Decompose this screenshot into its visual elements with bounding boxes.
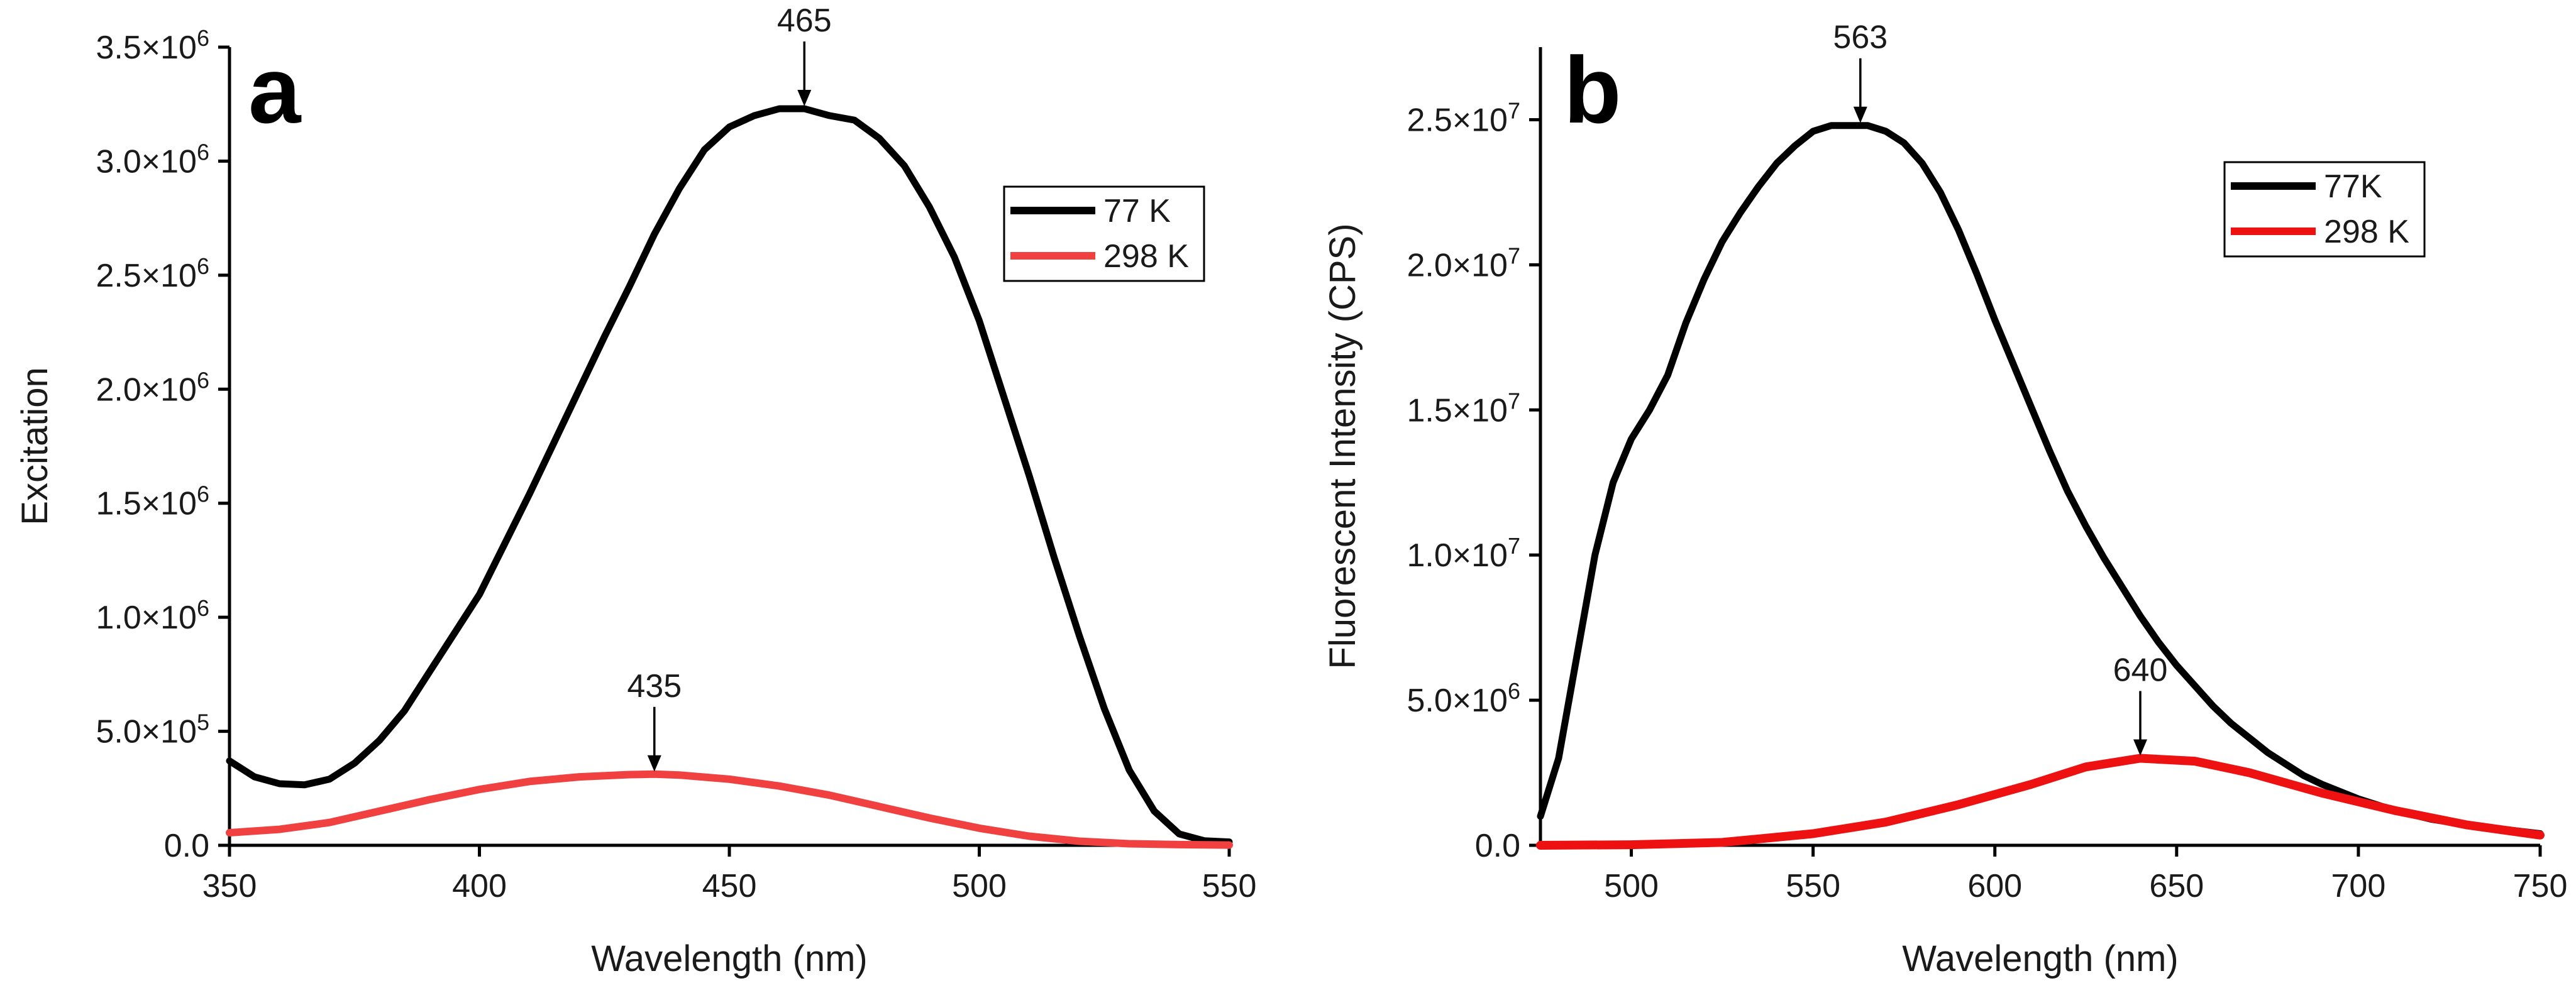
y-tick-label: 1.0×106	[96, 595, 209, 636]
x-tick-label: 400	[452, 868, 507, 904]
y-tick-label: 1.0×107	[1407, 533, 1520, 574]
x-axis-title: Wavelength (nm)	[1902, 938, 2178, 979]
peak-annotation-label: 435	[627, 668, 682, 705]
x-axis-title: Wavelength (nm)	[591, 938, 867, 979]
chart-panel-b: 500 550 600 650 700 750 0.0 5.0×106 1.0×107 1.5×1…	[1322, 19, 2567, 979]
peak-arrow-head	[1853, 106, 1867, 123]
y-tick-label: 1.5×107	[1407, 388, 1520, 429]
chart-panel-a: 350 400 450 500 550 0.0 5.0×105 1.0×106 1.5×106 2…	[14, 3, 1256, 979]
x-tick-label: 650	[2149, 868, 2204, 904]
peak-annotation-label: 563	[1833, 19, 1888, 56]
legend-box	[2223, 161, 2426, 258]
y-tick-label: 0.0	[1475, 828, 1520, 864]
y-tick-label: 2.0×106	[96, 367, 209, 408]
y-tick-label: 2.5×106	[96, 253, 209, 294]
legend-label: 298 K	[1103, 238, 1189, 275]
peak-arrow-head	[647, 755, 661, 772]
x-tick-label: 500	[1604, 868, 1659, 904]
x-tick-label: 550	[1786, 868, 1840, 904]
legend-label: 298 K	[2324, 214, 2409, 250]
x-tick-label: 600	[1967, 868, 2022, 904]
y-tick-label: 3.0×106	[96, 139, 209, 180]
legend: 77K 298 K	[2223, 161, 2426, 258]
panel-letter: a	[248, 37, 302, 143]
x-tick-label: 500	[952, 868, 1007, 904]
peak-arrow-head	[2133, 739, 2147, 756]
series-line-77k	[1537, 122, 2544, 837]
series-line-298k	[226, 770, 1233, 849]
y-tick-label: 5.0×106	[1407, 678, 1520, 719]
x-tick-label: 700	[2331, 868, 2386, 904]
legend-box	[1003, 185, 1205, 282]
legend-label: 77K	[2324, 168, 2382, 205]
peak-annotation-label: 640	[2113, 652, 2168, 688]
y-tick-label: 3.5×106	[96, 25, 209, 66]
legend: 77 K 298 K	[1003, 185, 1205, 282]
y-tick-label: 0.0	[164, 828, 209, 864]
panel-letter: b	[1564, 37, 1622, 143]
series-line-298k	[1536, 754, 2545, 850]
peak-annotation-label: 465	[777, 3, 832, 39]
series-line-77k	[226, 105, 1233, 846]
y-axis-title: Fluorescent Intensity (CPS)	[1322, 223, 1363, 669]
y-tick-label: 2.5×107	[1407, 97, 1520, 138]
x-tick-label: 750	[2513, 868, 2568, 904]
y-axis-title: Excitation	[14, 367, 55, 525]
x-tick-label: 350	[202, 868, 257, 904]
x-tick-label: 550	[1202, 868, 1257, 904]
y-tick-label: 5.0×105	[96, 710, 209, 750]
y-tick-label: 1.5×106	[96, 481, 209, 522]
y-tick-label: 2.0×107	[1407, 243, 1520, 283]
peak-arrow-head	[797, 89, 812, 106]
x-tick-label: 450	[702, 868, 757, 904]
legend-label: 77 K	[1103, 193, 1171, 229]
